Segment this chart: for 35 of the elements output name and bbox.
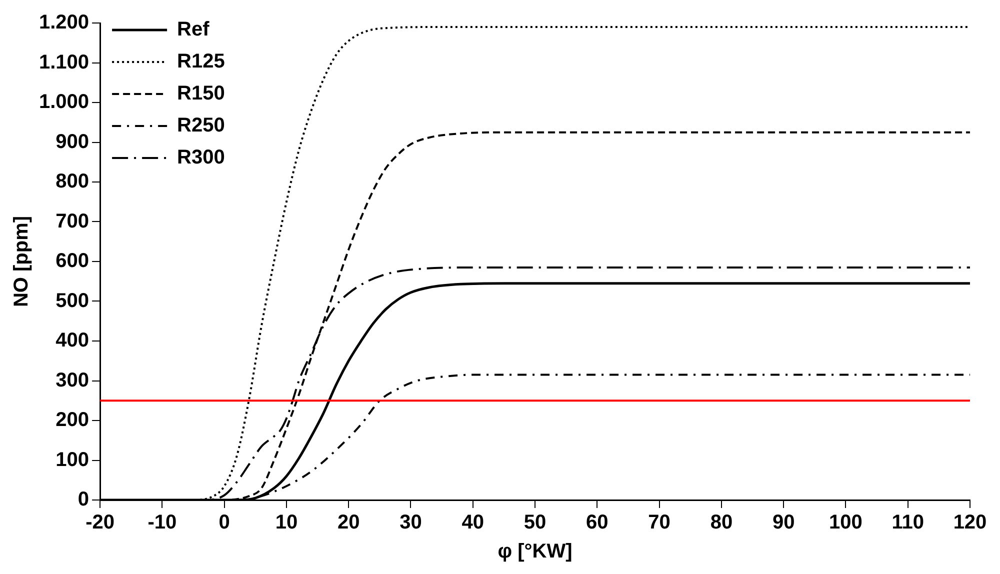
y-tick-label: 600 [56, 250, 90, 272]
legend-label: R300 [177, 146, 225, 169]
y-tick-label: 800 [56, 170, 90, 193]
x-tick-label: -10 [148, 512, 177, 534]
x-tick-label: 20 [337, 512, 360, 534]
x-tick-label: 90 [772, 512, 795, 534]
y-tick-label: 200 [56, 409, 90, 432]
y-tick-label: 300 [56, 369, 90, 392]
y-tick-label: 900 [56, 130, 90, 153]
x-tick-label: 100 [829, 512, 862, 534]
y-tick-label: 700 [56, 210, 90, 232]
x-tick-label: 50 [524, 512, 546, 534]
legend-label: R150 [177, 82, 225, 105]
y-tick-label: 100 [56, 448, 90, 471]
legend-label: R250 [177, 114, 225, 137]
x-tick-label: -20 [86, 512, 114, 534]
legend-label: Ref [177, 18, 210, 41]
x-tick-label: 0 [218, 512, 230, 534]
x-axis-title: φ [°KW] [498, 540, 572, 563]
y-tick-label: 0 [78, 488, 90, 511]
y-tick-label: 500 [56, 290, 90, 312]
x-tick-label: 120 [953, 512, 987, 534]
y-tick-label: 1.200 [38, 12, 90, 34]
x-tick-label: 10 [275, 512, 298, 534]
y-tick-label: 1.100 [38, 51, 90, 74]
y-axis-title: NO [ppm] [10, 216, 33, 308]
x-tick-label: 60 [586, 512, 608, 534]
y-tick-label: 1.000 [38, 91, 90, 114]
legend-label: R125 [177, 50, 225, 73]
x-tick-label: 110 [892, 512, 924, 534]
x-tick-label: 40 [462, 512, 484, 534]
x-tick-label: 80 [710, 512, 733, 534]
x-tick-label: 70 [648, 512, 670, 534]
y-tick-label: 400 [56, 330, 90, 352]
x-tick-label: 30 [400, 512, 422, 534]
